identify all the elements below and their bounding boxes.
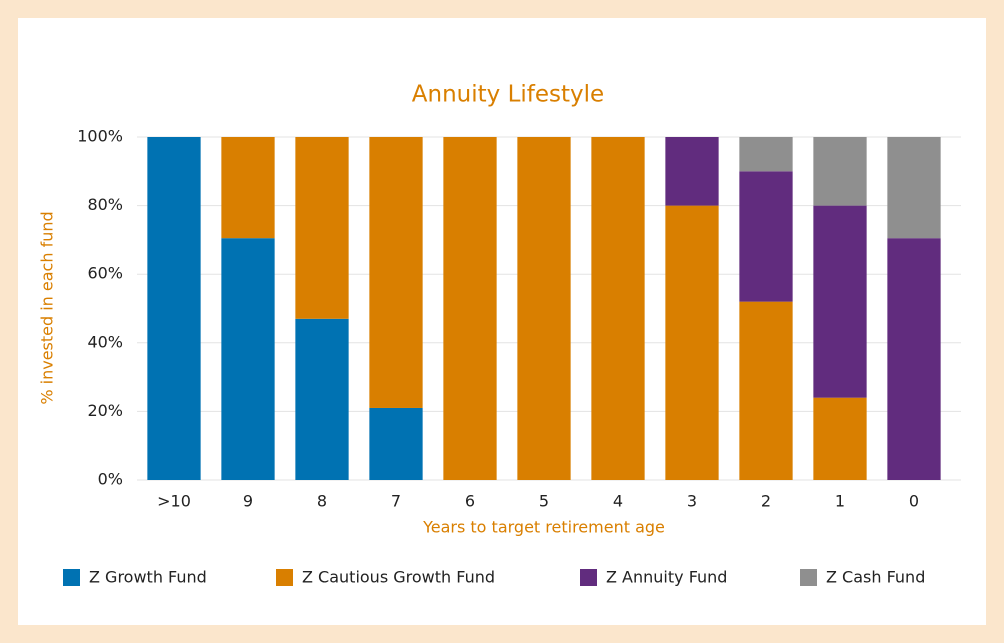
x-tick-label: 7 <box>391 492 401 511</box>
legend-swatch <box>800 569 817 586</box>
x-tick-label: >10 <box>157 492 191 511</box>
bar-segment <box>221 238 275 480</box>
legend-swatch <box>276 569 293 586</box>
x-tick-label: 1 <box>835 492 845 511</box>
x-tick-label: 3 <box>687 492 697 511</box>
bar-segment <box>221 137 275 239</box>
legend-label: Z Annuity Fund <box>606 568 727 587</box>
x-tick-label: 6 <box>465 492 475 511</box>
y-tick-label: 40% <box>87 332 123 351</box>
bar-segment <box>665 205 719 480</box>
legend-label: Z Growth Fund <box>89 568 207 587</box>
x-tick-label: 4 <box>613 492 623 511</box>
bar-segment <box>295 318 349 480</box>
legend-swatch <box>580 569 597 586</box>
x-tick-label: 9 <box>243 492 253 511</box>
legend-label: Z Cautious Growth Fund <box>302 568 495 587</box>
bar-segment <box>813 397 867 480</box>
y-tick-label: 80% <box>87 195 123 214</box>
y-tick-label: 20% <box>87 401 123 420</box>
bar-segment <box>665 137 719 206</box>
bar-segment <box>739 137 793 172</box>
bar-segment <box>517 137 571 480</box>
legend-label: Z Cash Fund <box>826 568 925 587</box>
bar-segment <box>739 301 793 480</box>
bar-segment <box>591 137 645 480</box>
y-tick-label: 0% <box>98 470 123 489</box>
bar-segment <box>739 171 793 302</box>
y-axis-label: % invested in each fund <box>38 211 57 404</box>
x-tick-label: 5 <box>539 492 549 511</box>
y-tick-label: 100% <box>77 127 123 146</box>
x-tick-label: 2 <box>761 492 771 511</box>
x-tick-label: 8 <box>317 492 327 511</box>
y-tick-label: 60% <box>87 264 123 283</box>
bar-segment <box>369 137 423 408</box>
x-axis-label: Years to target retirement age <box>422 518 665 537</box>
bar-segment <box>147 137 201 480</box>
bar-segment <box>887 137 941 239</box>
bar-segment <box>887 238 941 480</box>
x-tick-label: 0 <box>909 492 919 511</box>
bar-segment <box>813 205 867 398</box>
bar-segment <box>369 407 423 480</box>
chart-title: Annuity Lifestyle <box>412 82 604 108</box>
legend-swatch <box>63 569 80 586</box>
bar-segment <box>813 137 867 206</box>
bar-segment <box>443 137 497 480</box>
bar-segment <box>295 137 349 319</box>
